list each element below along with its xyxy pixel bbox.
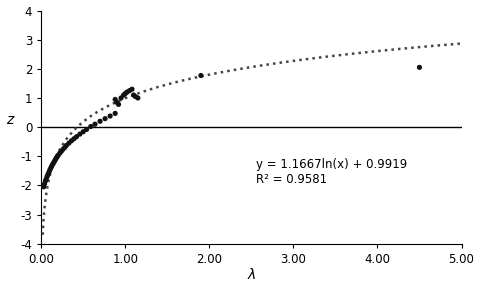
Point bbox=[130, 93, 137, 97]
Point bbox=[111, 97, 119, 102]
Point bbox=[72, 134, 80, 139]
Point bbox=[42, 177, 50, 181]
Point bbox=[65, 141, 73, 145]
Y-axis label: z: z bbox=[6, 113, 13, 127]
Point bbox=[416, 65, 423, 70]
Point bbox=[42, 179, 49, 183]
Text: y = 1.1667ln(x) + 0.9919
R² = 0.9581: y = 1.1667ln(x) + 0.9919 R² = 0.9581 bbox=[255, 158, 407, 186]
Point bbox=[41, 182, 48, 186]
Point bbox=[101, 116, 109, 121]
Point bbox=[117, 96, 125, 100]
Point bbox=[91, 122, 99, 126]
Point bbox=[96, 119, 104, 124]
Point bbox=[83, 127, 90, 132]
X-axis label: λ: λ bbox=[247, 268, 255, 283]
Point bbox=[121, 91, 129, 96]
Point bbox=[43, 174, 51, 179]
Point bbox=[46, 168, 53, 173]
Point bbox=[79, 129, 87, 134]
Point bbox=[197, 73, 205, 78]
Point bbox=[49, 162, 57, 166]
Point bbox=[48, 165, 55, 169]
Point bbox=[120, 93, 127, 97]
Point bbox=[45, 170, 53, 175]
Point bbox=[113, 100, 120, 105]
Point bbox=[61, 145, 69, 150]
Point bbox=[52, 157, 60, 162]
Point bbox=[87, 124, 95, 129]
Point bbox=[68, 139, 75, 143]
Point bbox=[123, 90, 131, 94]
Point bbox=[53, 154, 61, 159]
Point bbox=[52, 156, 60, 160]
Point bbox=[50, 160, 58, 165]
Point bbox=[44, 172, 52, 177]
Point bbox=[115, 102, 122, 107]
Point bbox=[62, 143, 70, 148]
Point bbox=[132, 94, 139, 99]
Point bbox=[106, 114, 114, 118]
Point bbox=[56, 151, 63, 156]
Point bbox=[128, 87, 136, 92]
Point bbox=[54, 153, 62, 158]
Point bbox=[70, 137, 78, 141]
Point bbox=[47, 166, 54, 171]
Point bbox=[126, 88, 133, 93]
Point bbox=[111, 111, 119, 116]
Point bbox=[51, 159, 59, 163]
Point bbox=[58, 149, 65, 154]
Point bbox=[48, 163, 56, 168]
Point bbox=[76, 132, 84, 137]
Point bbox=[134, 96, 142, 100]
Point bbox=[40, 185, 48, 189]
Point bbox=[59, 147, 67, 151]
